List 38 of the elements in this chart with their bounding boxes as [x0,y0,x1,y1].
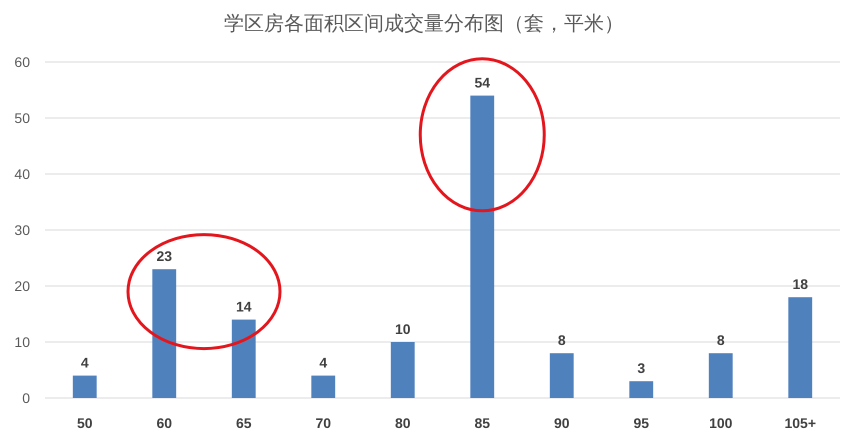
y-tick-label: 10 [14,334,30,350]
bar [152,269,176,398]
y-tick-label: 20 [14,278,30,294]
bar [629,381,654,398]
y-tick-label: 40 [14,166,30,182]
bar [788,297,812,398]
y-tick-label: 30 [14,222,30,238]
y-tick-label: 0 [22,390,30,406]
x-tick-label: 80 [394,415,411,431]
x-tick-label: 85 [474,415,490,431]
data-label: 8 [716,332,725,348]
bar [550,353,574,398]
x-tick-label: 90 [554,415,570,431]
data-label: 3 [637,360,646,376]
data-label: 8 [558,332,566,348]
y-tick-label: 50 [14,110,30,126]
x-tick-label: 50 [76,415,93,431]
data-label: 4 [80,354,89,371]
bar [708,353,733,398]
data-label: 23 [156,248,172,264]
x-tick-label: 105+ [784,415,816,431]
x-tick-label: 100 [709,415,733,431]
bar [390,342,415,398]
data-label: 4 [319,354,328,371]
x-tick-label: 60 [156,415,172,431]
bar [232,320,256,398]
x-tick-label: 95 [633,415,650,431]
x-tick-label: 65 [236,415,252,431]
y-tick-label: 60 [14,54,30,70]
x-tick-label: 70 [315,415,332,431]
data-label: 10 [394,321,411,337]
bar [311,376,336,398]
chart-title: 学区房各面积区间成交量分布图（套，平米） [224,13,624,35]
data-label: 18 [792,276,808,292]
bar [72,376,97,398]
bar [470,96,494,398]
data-label: 54 [474,74,490,91]
data-label: 14 [236,298,252,315]
